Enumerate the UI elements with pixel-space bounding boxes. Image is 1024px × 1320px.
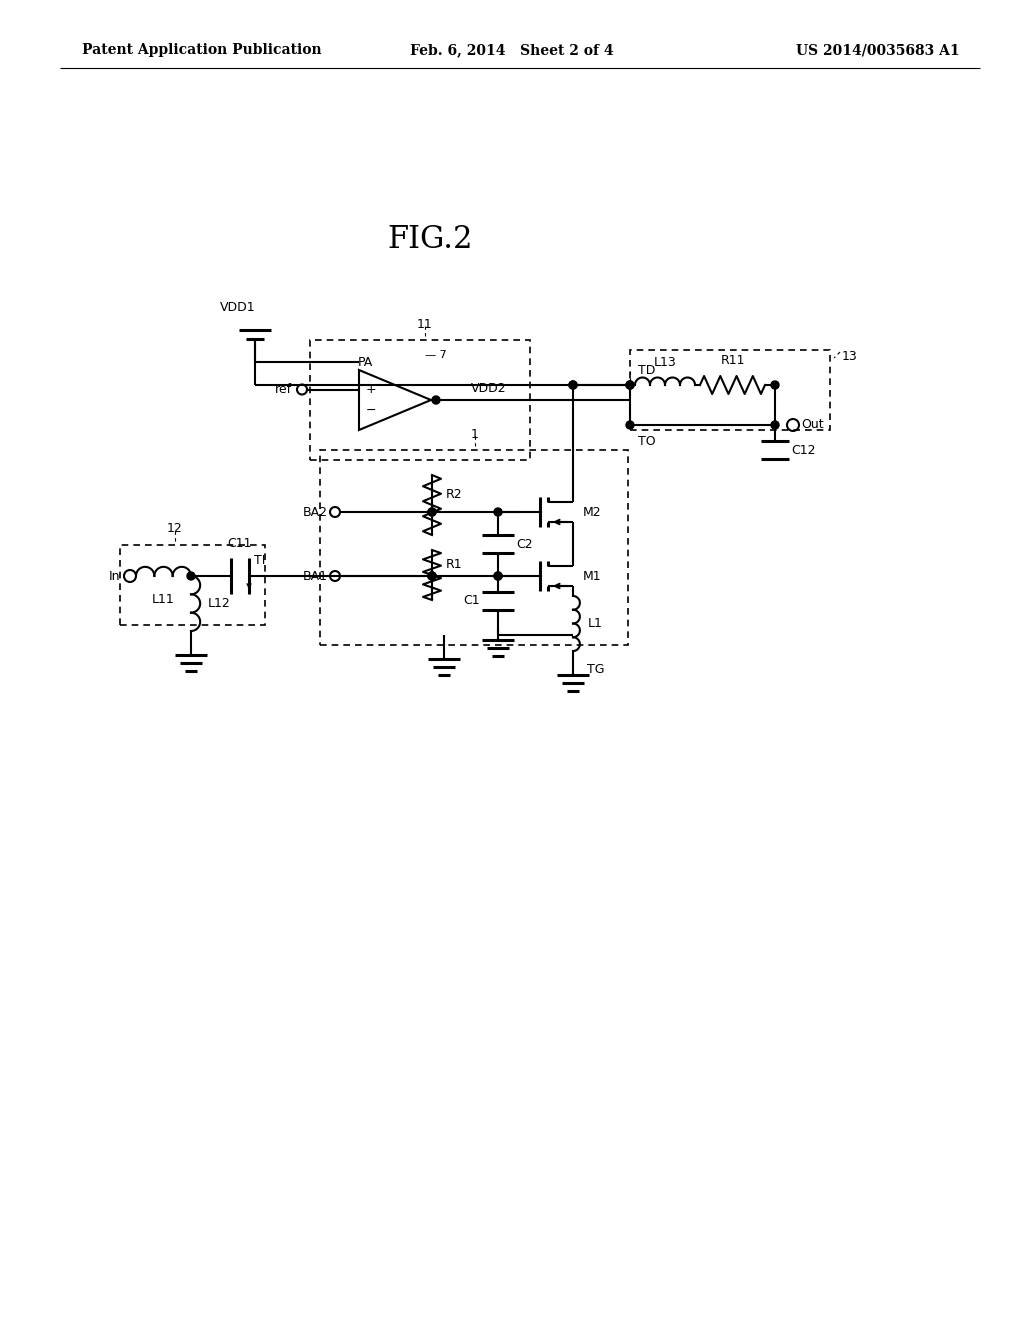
Circle shape: [626, 381, 634, 389]
Text: ref: ref: [274, 383, 292, 396]
Text: In: In: [109, 569, 120, 582]
Text: 11: 11: [417, 318, 433, 330]
Text: L1: L1: [588, 616, 603, 630]
Text: Out: Out: [801, 418, 823, 432]
Circle shape: [771, 381, 779, 389]
Circle shape: [187, 572, 195, 579]
Text: −: −: [366, 404, 376, 417]
Bar: [630, 350, 830, 430]
Text: PA: PA: [357, 355, 373, 368]
Text: R2: R2: [446, 488, 463, 502]
Text: VDD1: VDD1: [220, 301, 256, 314]
Text: TG: TG: [587, 663, 604, 676]
Circle shape: [428, 508, 436, 516]
Circle shape: [771, 421, 779, 429]
Circle shape: [494, 572, 502, 579]
Text: R1: R1: [446, 558, 463, 572]
Circle shape: [428, 572, 436, 579]
Text: C12: C12: [791, 444, 815, 457]
Text: M2: M2: [583, 506, 602, 519]
Text: L12: L12: [208, 597, 231, 610]
Text: — 7: — 7: [425, 350, 446, 360]
Text: VDD2: VDD2: [471, 381, 507, 395]
Text: C1: C1: [464, 594, 480, 607]
Circle shape: [428, 572, 436, 579]
Text: 12: 12: [167, 523, 183, 536]
Circle shape: [569, 381, 577, 389]
Text: L11: L11: [153, 593, 175, 606]
Text: Feb. 6, 2014   Sheet 2 of 4: Feb. 6, 2014 Sheet 2 of 4: [411, 44, 613, 57]
Circle shape: [626, 381, 634, 389]
Text: FIG.2: FIG.2: [387, 224, 473, 256]
Text: 13: 13: [842, 350, 858, 363]
Text: L13: L13: [653, 356, 677, 370]
Text: R11: R11: [720, 354, 744, 367]
Bar: [319, 450, 628, 645]
Bar: [310, 341, 530, 459]
Circle shape: [432, 396, 440, 404]
Text: +: +: [366, 383, 376, 396]
Text: TO: TO: [638, 436, 655, 447]
Circle shape: [494, 508, 502, 516]
Text: TI: TI: [254, 554, 265, 568]
Bar: [120, 545, 265, 624]
Circle shape: [428, 572, 436, 579]
Text: 1: 1: [471, 428, 479, 441]
Text: M1: M1: [583, 569, 602, 582]
Circle shape: [494, 572, 502, 579]
Circle shape: [626, 421, 634, 429]
Text: US 2014/0035683 A1: US 2014/0035683 A1: [797, 44, 961, 57]
Text: BA1: BA1: [303, 569, 328, 582]
Text: BA2: BA2: [303, 506, 328, 519]
Text: Patent Application Publication: Patent Application Publication: [82, 44, 322, 57]
Text: C2: C2: [516, 537, 532, 550]
Text: TD: TD: [638, 363, 655, 376]
Circle shape: [569, 381, 577, 389]
Circle shape: [428, 508, 436, 516]
Text: C11: C11: [227, 537, 252, 550]
